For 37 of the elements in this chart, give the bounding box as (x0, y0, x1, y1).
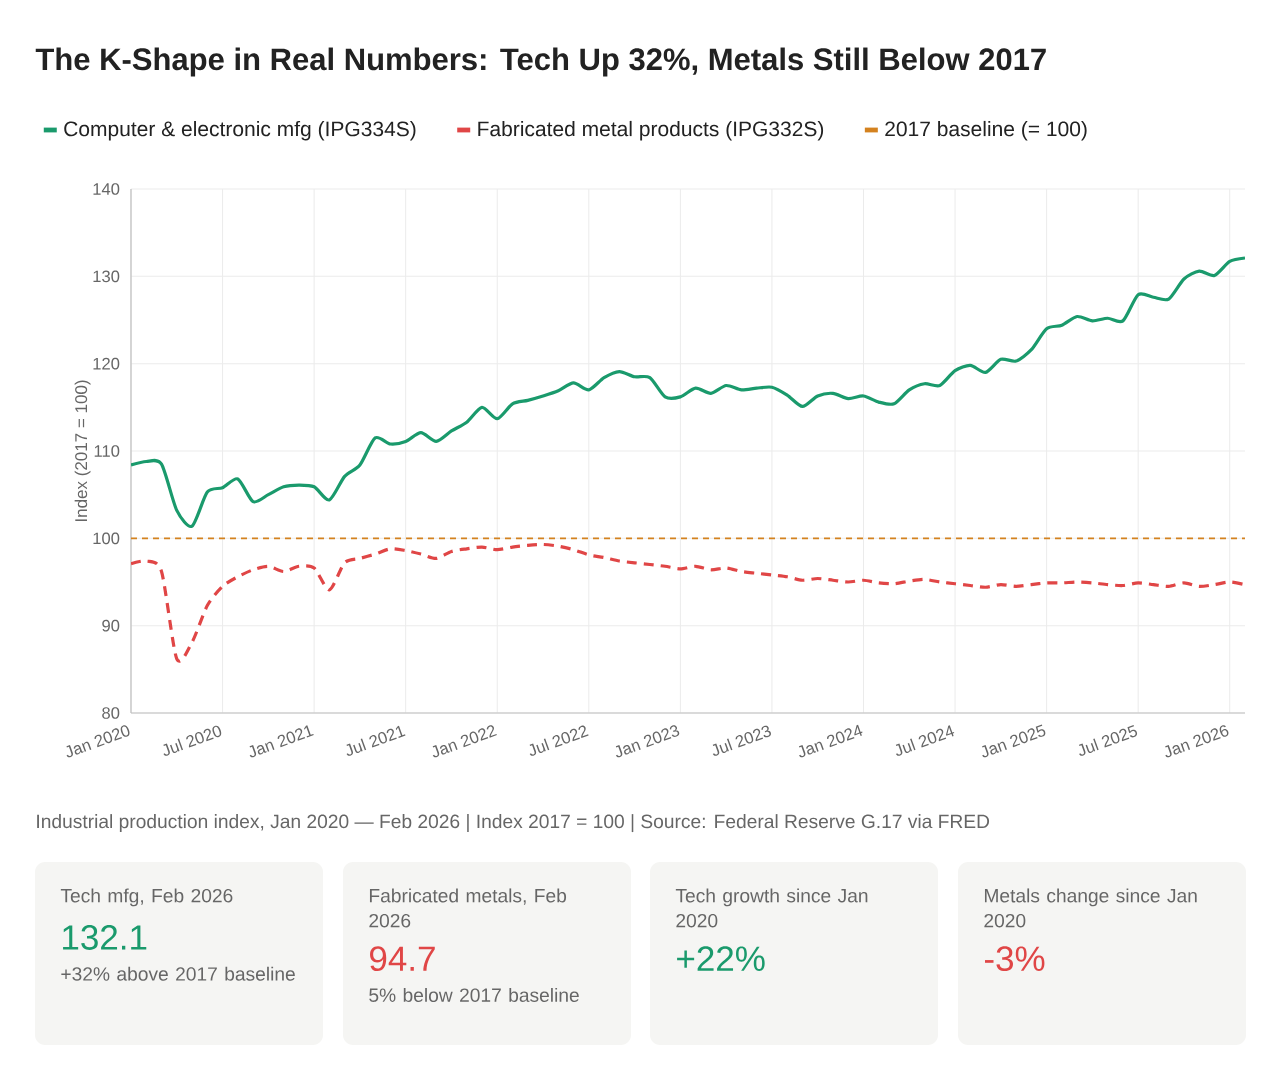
legend-label: 2017 baseline (= 100) (885, 120, 1087, 141)
x-tick-label: Jul 2022 (529, 725, 589, 756)
x-tick-label: Jan 2023 (615, 725, 680, 758)
x-tick-label: Jan 2020 (66, 725, 130, 758)
x-tick-label: Jan 2026 (1165, 725, 1229, 758)
text: +22% (677, 946, 765, 971)
x-tick-label: Jul 2025 (1079, 724, 1138, 756)
x-tick-label: Jan 2025 (982, 724, 1046, 758)
text: +32% above 2017 baseline (61, 966, 295, 981)
text: -3% (984, 946, 1045, 972)
y-tick-label: 110 (94, 445, 120, 457)
x-tick-label: Jul 2021 (346, 725, 406, 756)
y-axis-title: Index (2017 = 100) (74, 380, 91, 522)
text: 94.7 (370, 946, 435, 972)
y-tick-label: 90 (102, 619, 120, 632)
text: Metals change since Jan 2020 (984, 888, 1197, 928)
x-tick-label: Jul 2020 (163, 725, 222, 756)
legend-label: Fabricated metal products (IPG332S) (478, 120, 824, 141)
y-tick-label: 120 (93, 357, 120, 370)
text: Fabricated metals, Feb 2026 (369, 888, 567, 928)
y-tick-label: 140 (93, 183, 120, 195)
legend-label: Computer & electronic mfg (IPG334S) (64, 120, 416, 141)
x-tick-label: Jul 2024 (895, 725, 955, 756)
x-tick-label: Jul 2023 (712, 725, 771, 756)
chart-title: The K-Shape in Real Numbers: Tech Up 32%, Metals Still Below 2017 (35, 47, 1046, 77)
text: 5% below 2017 baseline (369, 987, 579, 1002)
y-tick-label: 80 (102, 707, 120, 719)
x-tick-label: Jan 2024 (798, 724, 863, 758)
text: Industrial production index, Jan 2020 — Feb 2026 | Index 2017 = 100 | Source: Federal Reserve G.17 via FRED (37, 814, 990, 833)
text: Tech growth since Jan 2020 (675, 888, 868, 928)
line-series (131, 256, 1245, 528)
text: 132.1 (63, 925, 147, 950)
x-tick-label: Jan 2022 (432, 725, 497, 758)
x-tick-label: Jan 2021 (249, 725, 314, 758)
y-tick-label: 130 (93, 270, 120, 283)
text: Tech mfg, Feb 2026 (60, 888, 233, 907)
y-tick-label: 100 (93, 532, 120, 545)
